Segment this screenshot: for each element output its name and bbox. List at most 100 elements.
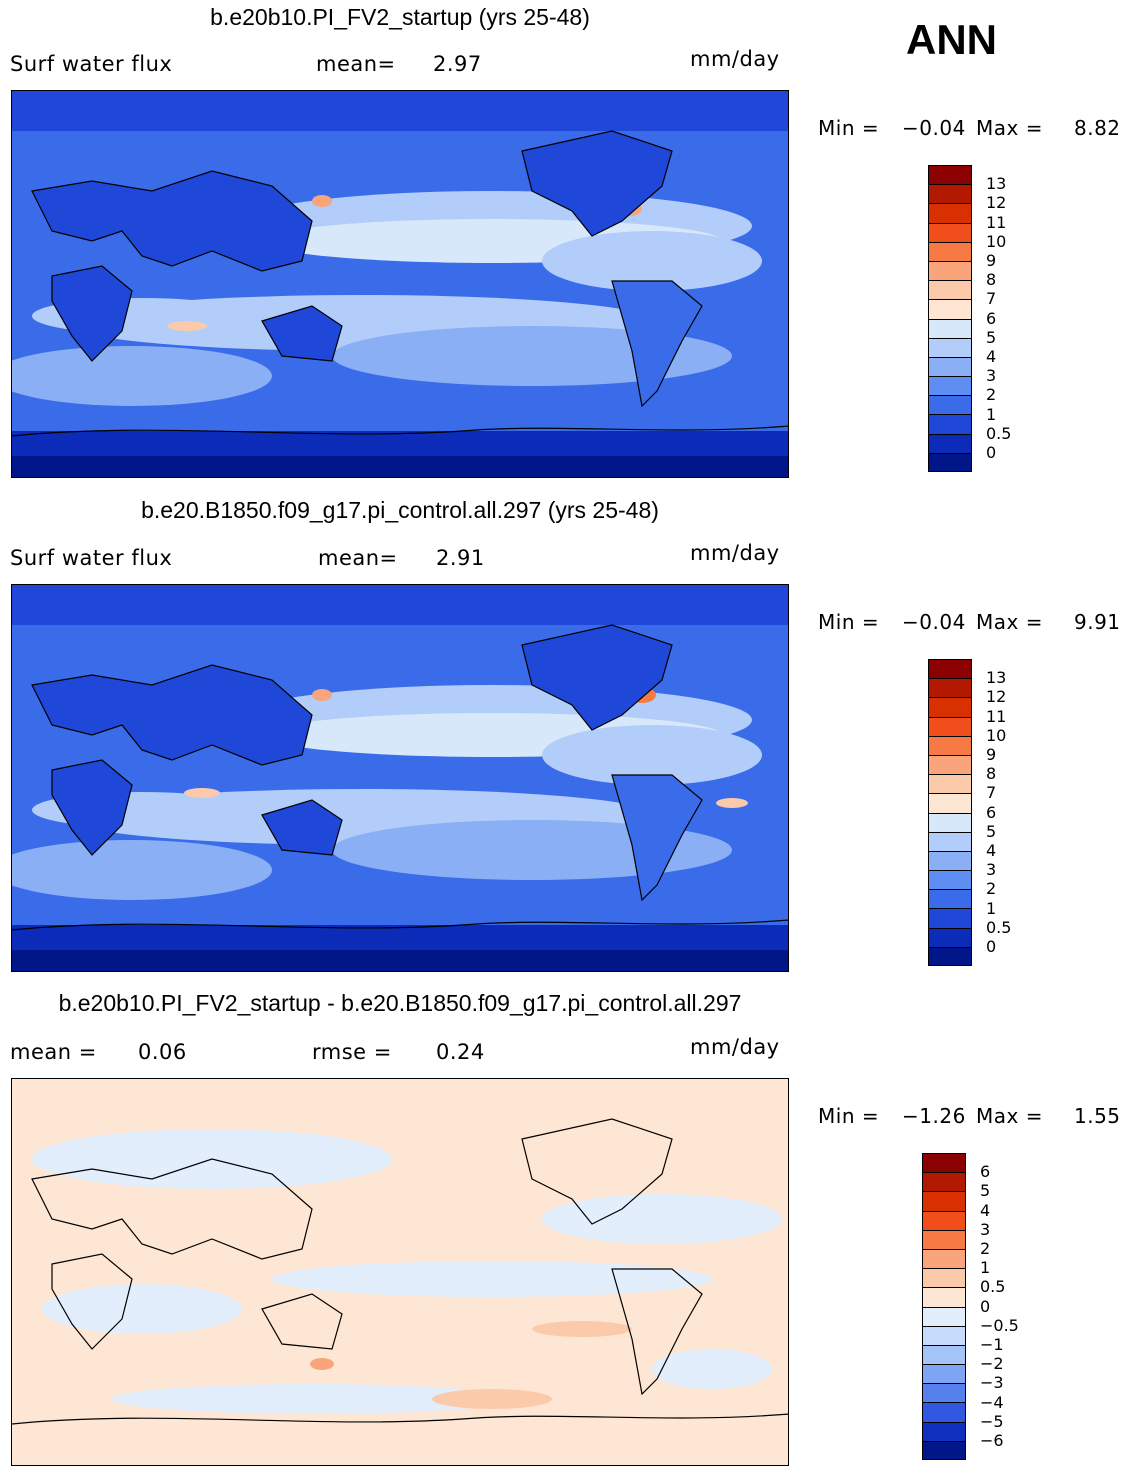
colorbar-swatch xyxy=(928,889,972,909)
colorbar-tick-label: 12 xyxy=(986,193,1007,213)
panel-1-map xyxy=(11,90,789,478)
panel-1-units: mm/day xyxy=(690,47,780,71)
colorbar-tick-label: 4 xyxy=(986,841,997,860)
colorbar-swatch xyxy=(928,678,972,698)
panel-2-variable-label: Surf water flux xyxy=(10,546,173,570)
colorbar-swatch xyxy=(928,850,972,871)
colorbar-swatch xyxy=(928,697,972,717)
colorbar-tick-label: 13 xyxy=(986,174,1007,194)
panel-1-mean-value: 2.97 xyxy=(433,52,482,76)
colorbar-swatch xyxy=(928,414,972,434)
colorbar-swatch xyxy=(922,1306,966,1326)
colorbar-swatch xyxy=(922,1440,966,1460)
panel-2-mean-label: mean= xyxy=(318,546,398,570)
panel-3-min-label: Min = xyxy=(818,1104,880,1128)
colorbar-swatch xyxy=(922,1153,966,1173)
colorbar-swatch xyxy=(928,337,972,357)
colorbar-swatch xyxy=(922,1402,966,1422)
panel-1-min-label: Min = xyxy=(818,116,880,140)
colorbar-tick-label: 4 xyxy=(986,347,997,366)
colorbar-tick-label: 3 xyxy=(980,1219,991,1239)
colorbar-tick-label: 5 xyxy=(986,821,997,841)
colorbar-tick-label: 6 xyxy=(986,802,997,822)
colorbar-swatch xyxy=(928,831,972,851)
panel-1-title: b.e20b10.PI_FV2_startup (yrs 25-48) xyxy=(210,4,590,30)
colorbar-swatch xyxy=(922,1229,966,1249)
colorbar-tick-label: 0 xyxy=(980,1296,991,1316)
colorbar-tick-label: 4 xyxy=(980,1200,991,1220)
panel-3-map xyxy=(11,1078,789,1466)
colorbar-tick-label: 3 xyxy=(986,366,997,386)
colorbar-tick-label: 1 xyxy=(986,898,997,918)
colorbar-tick-label: 0.5 xyxy=(986,917,1012,937)
colorbar-tick-label: 13 xyxy=(986,668,1007,688)
panel-1-map-field xyxy=(12,91,788,477)
colorbar-tick-label: 0 xyxy=(986,443,997,462)
panel-2-units: mm/day xyxy=(690,541,780,565)
colorbar-tick-label: 0 xyxy=(986,937,997,956)
colorbar-swatch xyxy=(928,754,972,775)
colorbar-tick-label: 7 xyxy=(986,289,997,309)
colorbar-swatch xyxy=(928,222,972,242)
colorbar-tick-label: 2 xyxy=(986,385,997,405)
panel-3-min-value: −1.26 xyxy=(902,1104,966,1128)
colorbar-tick-label: 12 xyxy=(986,687,1007,707)
panel-2-min-label: Min = xyxy=(818,610,880,634)
colorbar-tick-label: 7 xyxy=(986,783,997,803)
colorbar-swatch xyxy=(922,1248,966,1269)
colorbar-swatch xyxy=(928,452,972,472)
colorbar-swatch xyxy=(928,376,972,396)
colorbar-tick-label: −5 xyxy=(980,1411,1004,1431)
panel-3-max-label: Max = xyxy=(976,1104,1043,1128)
panel-2-max-value: 9.91 xyxy=(1074,610,1121,634)
panel-1-max-label: Max = xyxy=(976,116,1043,140)
panel-2-min-value: −0.04 xyxy=(902,610,966,634)
colorbar-tick-label: 6 xyxy=(980,1162,991,1182)
panel-3-mean-label: mean = xyxy=(10,1040,97,1064)
colorbar-swatch xyxy=(928,870,972,890)
colorbar-swatch xyxy=(928,280,972,300)
colorbar-swatch xyxy=(928,812,972,832)
colorbar-swatch xyxy=(928,793,972,813)
panel-3-max-value: 1.55 xyxy=(1074,1104,1121,1128)
panel-1-mean-label: mean= xyxy=(316,52,396,76)
panel-3-rmse-label: rmse = xyxy=(312,1040,392,1064)
panel-1-min-value: −0.04 xyxy=(902,116,966,140)
colorbar-tick-label: 9 xyxy=(986,745,997,764)
panel-1-variable-label: Surf water flux xyxy=(10,52,173,76)
colorbar-swatch xyxy=(922,1268,966,1288)
colorbar-swatch xyxy=(928,946,972,966)
panel-3-rmse-value: 0.24 xyxy=(436,1040,485,1064)
colorbar-swatch xyxy=(928,184,972,204)
colorbar-swatch xyxy=(928,908,972,928)
colorbar-swatch xyxy=(928,318,972,338)
colorbar-swatch xyxy=(922,1344,966,1365)
colorbar-swatch xyxy=(922,1210,966,1230)
colorbar-tick-label: 11 xyxy=(986,212,1007,232)
colorbar-swatch xyxy=(922,1172,966,1192)
colorbar-swatch xyxy=(922,1287,966,1307)
colorbar-tick-label: 9 xyxy=(986,251,997,270)
panel-2-map xyxy=(11,584,789,972)
colorbar-tick-label: 10 xyxy=(986,725,1007,745)
colorbar-tick-label: −4 xyxy=(980,1392,1004,1412)
colorbar-tick-label: 6 xyxy=(986,308,997,328)
colorbar-swatch xyxy=(928,716,972,736)
colorbar-swatch xyxy=(922,1325,966,1345)
colorbar-tick-label: 2 xyxy=(980,1239,991,1258)
colorbar-swatch xyxy=(922,1421,966,1441)
colorbar-swatch xyxy=(928,299,972,319)
colorbar-swatch xyxy=(928,433,972,453)
colorbar-swatch xyxy=(928,927,972,947)
colorbar-swatch xyxy=(928,735,972,755)
colorbar-tick-label: −0.5 xyxy=(980,1315,1019,1335)
colorbar-swatch xyxy=(928,260,972,281)
panel-2-title: b.e20.B1850.f09_g17.pi_control.all.297 (… xyxy=(141,497,659,523)
colorbar-tick-label: −3 xyxy=(980,1373,1004,1393)
colorbar-tick-label: 5 xyxy=(986,327,997,347)
colorbar-tick-label: 8 xyxy=(986,270,997,290)
colorbar-swatch xyxy=(922,1383,966,1403)
colorbar-tick-label: 0.5 xyxy=(980,1277,1006,1297)
panel-2-map-field xyxy=(12,585,788,971)
colorbar-swatch xyxy=(928,774,972,794)
